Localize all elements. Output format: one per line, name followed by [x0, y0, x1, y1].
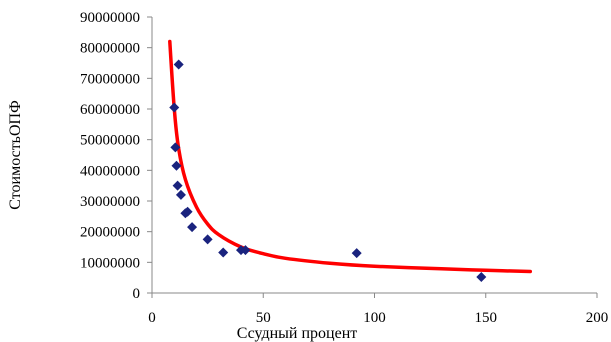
data-point — [172, 180, 183, 191]
x-tick-label: 150 — [475, 310, 498, 326]
y-tick-label: 60000000 — [80, 102, 140, 118]
data-point — [170, 142, 181, 153]
data-point — [169, 102, 180, 113]
trend-line — [168, 39, 533, 274]
data-point — [476, 272, 487, 283]
data-point — [240, 245, 251, 256]
data-point — [187, 222, 198, 233]
x-tick-label: 50 — [256, 310, 271, 326]
data-point — [182, 206, 193, 217]
data-point — [173, 59, 184, 70]
data-point — [202, 234, 213, 245]
y-tick-label: 10000000 — [80, 255, 140, 271]
y-axis-title: СтоимостьОПФ — [7, 100, 24, 209]
x-axis-title: Ссудный процент — [237, 325, 358, 342]
y-tick-label: 0 — [133, 286, 141, 302]
data-point — [175, 189, 186, 200]
data-point — [218, 247, 229, 258]
y-tick-label: 40000000 — [80, 163, 140, 179]
y-tick-label: 90000000 — [80, 10, 140, 26]
x-tick-label: 0 — [148, 310, 156, 326]
y-tick-label: 80000000 — [80, 41, 140, 57]
y-tick-label: 50000000 — [80, 133, 140, 149]
y-tick-label: 20000000 — [80, 225, 140, 241]
data-point — [351, 248, 362, 259]
y-tick-label: 70000000 — [80, 71, 140, 87]
data-point — [171, 160, 182, 171]
y-tick-label: 30000000 — [80, 194, 140, 210]
x-tick-label: 100 — [363, 310, 386, 326]
x-tick-label: 200 — [586, 310, 609, 326]
